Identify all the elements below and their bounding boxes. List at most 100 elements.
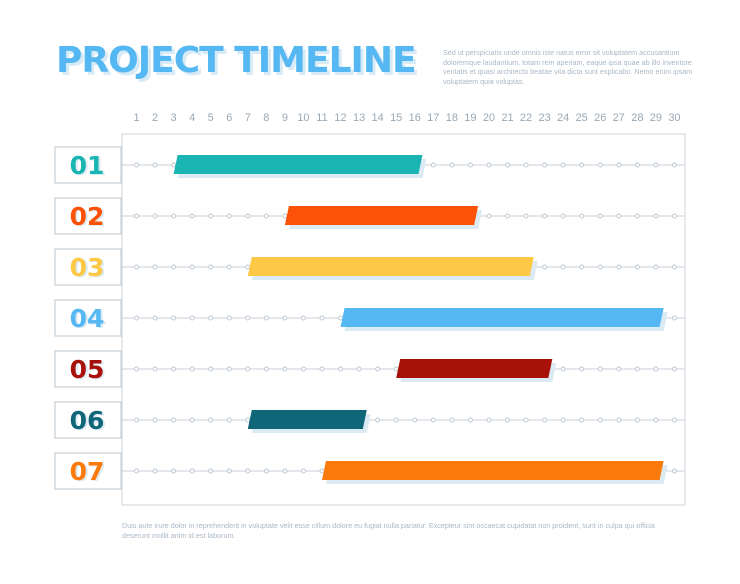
tick-label: 5	[208, 112, 214, 124]
row-guide-dot	[152, 315, 158, 321]
row-guide-dot	[189, 315, 195, 321]
row-guide-dot	[560, 213, 566, 219]
tick-label: 11	[316, 112, 327, 124]
task-label-box	[54, 248, 122, 286]
row-guide-dot	[226, 468, 232, 474]
row-guide-dot	[634, 162, 640, 168]
row-guide-dot	[245, 417, 251, 423]
row-guide-dot	[208, 417, 214, 423]
row-guide-dot	[542, 417, 548, 423]
row-guide-dot	[616, 366, 622, 372]
row-guide-dot	[634, 213, 640, 219]
row-guide-dot	[672, 315, 677, 321]
row-guide-dot	[319, 468, 325, 474]
row-guide-dot	[393, 366, 399, 372]
row-guide-dot	[263, 315, 269, 321]
tick-label: 18	[446, 112, 458, 124]
row-guide-dot	[338, 366, 343, 372]
task-label-box	[54, 452, 122, 490]
tick-label: 20	[483, 112, 495, 124]
row-guide-dot	[282, 366, 288, 372]
row-guide-dot	[245, 366, 251, 372]
row-guide-dot	[245, 315, 251, 321]
task-label: 06	[70, 406, 105, 435]
row-guide-dot	[486, 213, 492, 219]
row-guide-dot	[171, 468, 177, 474]
row-guide-dot	[189, 417, 195, 423]
row-guide-dot	[579, 417, 585, 423]
tick-label: 7	[245, 112, 251, 124]
task-bar	[340, 308, 664, 327]
row-guide-dot	[542, 162, 548, 168]
task-label: 03	[70, 253, 105, 282]
row-guide-dot	[282, 213, 288, 219]
task-label-shadow: 03	[72, 254, 107, 283]
tick-label: 15	[390, 112, 402, 124]
row-guide-dot	[579, 162, 585, 168]
task-bar	[247, 257, 534, 276]
row-guide-dot	[375, 366, 381, 372]
row-guide-dot	[189, 468, 195, 474]
row-guide-dot	[226, 417, 232, 423]
row-guide-dot	[579, 264, 585, 270]
row-guide-dot	[226, 213, 232, 219]
tick-label: 26	[594, 112, 606, 124]
row-guide-dot	[282, 315, 288, 321]
row-guide-dot	[245, 468, 251, 474]
row-guide-dot	[152, 162, 158, 168]
row-guide-dot	[208, 264, 214, 270]
tick-label: 23	[538, 112, 550, 124]
row-guide-dot	[301, 468, 306, 474]
row-guide-dot	[672, 162, 677, 168]
row-guide-dot	[171, 162, 177, 168]
row-guide-dot	[672, 264, 677, 270]
row-guide-dot	[579, 366, 585, 372]
row-guide-dot	[171, 417, 177, 423]
row-guide-dot	[208, 468, 214, 474]
row-guide-dot	[226, 264, 232, 270]
row-guide-dot	[505, 417, 510, 423]
tick-label: 9	[282, 112, 288, 124]
task-bar	[284, 206, 479, 225]
row-guide-dot	[134, 366, 139, 372]
task-label: 07	[70, 457, 105, 486]
row-guide-dot	[208, 315, 214, 321]
task-bar	[322, 461, 664, 480]
tick-label: 28	[631, 112, 643, 124]
tick-label: 8	[263, 112, 269, 124]
task-label-box	[54, 299, 122, 337]
tick-label: 16	[409, 112, 421, 124]
row-guide-dot	[634, 417, 640, 423]
row-guide-dot	[134, 468, 139, 474]
tick-label: 6	[226, 112, 232, 124]
row-guide-dot	[171, 213, 177, 219]
tick-label: 19	[464, 112, 476, 124]
task-bar	[396, 359, 553, 378]
row-guide-dot	[152, 366, 158, 372]
row-guide-dot	[301, 366, 306, 372]
task-label-box	[54, 350, 122, 388]
row-guide-dot	[430, 417, 436, 423]
row-guide-dot	[208, 213, 214, 219]
tick-label: 21	[501, 112, 513, 124]
row-guide-dot	[449, 162, 455, 168]
task-label: 04	[70, 304, 105, 333]
tick-label: 30	[668, 112, 680, 124]
row-guide-dot	[171, 315, 177, 321]
row-guide-dot	[523, 162, 529, 168]
row-guide-dot	[597, 162, 603, 168]
tick-label: 4	[189, 112, 195, 124]
row-guide-dot	[523, 417, 529, 423]
row-guide-dot	[486, 162, 492, 168]
row-guide-dot	[672, 213, 677, 219]
tick-label: 29	[650, 112, 662, 124]
row-guide-dot	[189, 264, 195, 270]
row-guide-dot	[634, 366, 640, 372]
row-guide-dot	[301, 315, 306, 321]
task-label-shadow: 04	[72, 305, 107, 334]
row-guide-dot	[171, 366, 177, 372]
row-guide-dot	[616, 417, 622, 423]
row-guide-dot	[597, 417, 603, 423]
row-guide-dot	[356, 366, 362, 372]
